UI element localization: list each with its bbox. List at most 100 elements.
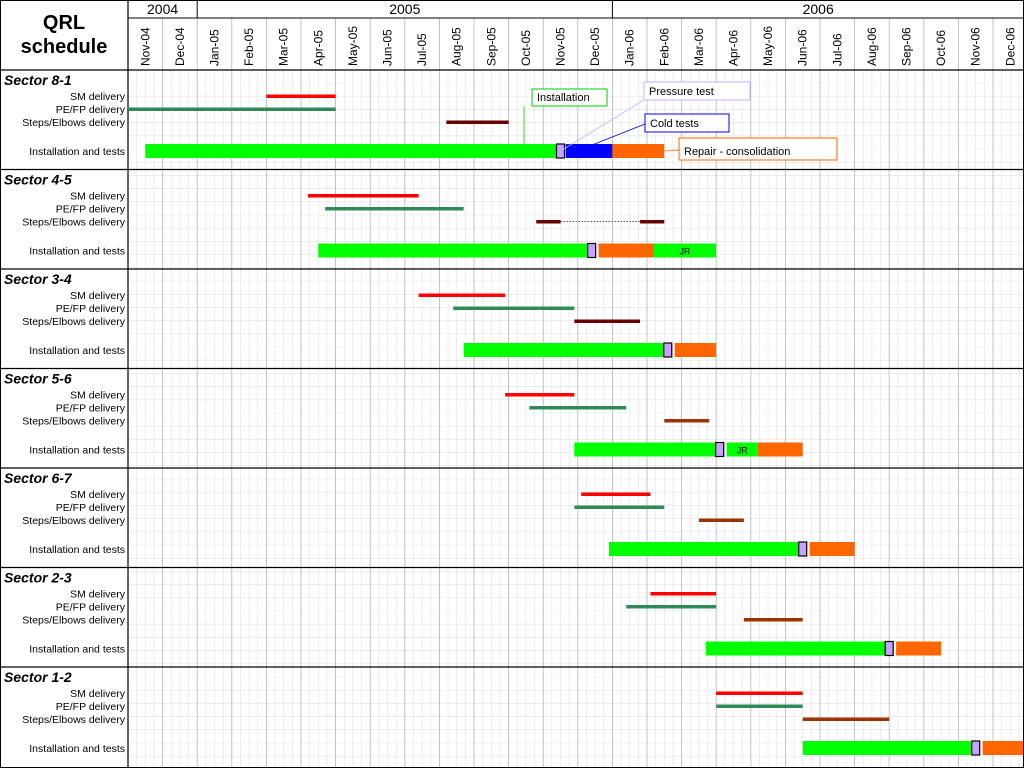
month-tick-label: Mar-06	[692, 28, 706, 66]
month-tick-label: Jun-05	[381, 29, 395, 66]
sector-name: Sector 6-7	[4, 470, 73, 486]
steps-elbows-delivery-bar	[640, 220, 665, 224]
month-tick-label: Jul-06	[830, 33, 844, 66]
repair-callout-box	[678, 137, 838, 161]
installation-bar	[802, 741, 973, 755]
month-tick-label: Apr-06	[727, 30, 741, 66]
installation-bar	[145, 144, 561, 158]
repair-callout-label: Repair - consolidation	[684, 146, 790, 158]
row-label: Installation and tests	[29, 743, 125, 755]
year-label: 2006	[803, 1, 834, 17]
month-tick-label: Feb-05	[242, 28, 256, 66]
repair-consolidation-bar	[612, 144, 665, 158]
pefp-delivery-bar	[716, 704, 803, 708]
repair-consolidation-bar	[896, 641, 942, 656]
sector-name: Sector 1-2	[4, 669, 72, 685]
row-label: Steps/Elbows delivery	[22, 714, 125, 726]
installation-bar	[463, 343, 665, 357]
row-label: PE/FP delivery	[56, 502, 126, 514]
jr-label: JR	[680, 247, 692, 257]
row-label: SM delivery	[70, 589, 126, 601]
installation-continuation-bar	[726, 442, 758, 457]
row-label: Installation and tests	[29, 644, 125, 656]
row-label: Steps/Elbows delivery	[22, 316, 125, 328]
month-tick-label: Nov-04	[138, 27, 152, 66]
sector-name: Sector 5-6	[4, 371, 72, 387]
steps-elbows-delivery-bar	[664, 419, 710, 423]
month-tick-label: May-06	[761, 26, 775, 66]
steps-elbows-delivery-bar	[536, 220, 561, 224]
repair-consolidation-bar	[674, 343, 717, 357]
row-label: PE/FP delivery	[56, 403, 126, 415]
row-label: SM delivery	[70, 91, 126, 103]
pefp-delivery-bar	[325, 207, 464, 211]
month-tick-label: Feb-06	[657, 28, 671, 66]
installation-bar	[608, 542, 800, 556]
row-label: PE/FP delivery	[56, 104, 126, 116]
row-label: Installation and tests	[29, 544, 125, 556]
pefp-delivery-bar	[626, 605, 717, 609]
repair-consolidation-bar	[982, 741, 1024, 755]
steps-elbows-delivery-bar	[574, 319, 641, 323]
month-tick-label: Jun-06	[796, 29, 810, 66]
month-tick-label: Oct-06	[934, 30, 948, 66]
pefp-delivery-bar	[128, 107, 336, 111]
steps-elbows-delivery-bar	[802, 717, 890, 721]
row-label: Steps/Elbows delivery	[22, 615, 125, 627]
pressure-test-marker	[715, 441, 725, 458]
month-tick-label: Aug-06	[865, 27, 879, 66]
pressure-test-marker	[884, 640, 894, 657]
sm-delivery-bar	[418, 293, 506, 297]
repair-callout-leader-line	[664, 149, 680, 152]
row-label: Steps/Elbows delivery	[22, 515, 125, 527]
row-label: Installation and tests	[29, 445, 125, 457]
row-label: SM delivery	[70, 489, 126, 501]
month-tick-label: Dec-05	[588, 27, 602, 66]
row-label: Installation and tests	[29, 146, 125, 158]
month-tick-label: Sep-05	[484, 27, 498, 66]
installation-bar	[574, 442, 717, 457]
row-label: SM delivery	[70, 191, 126, 203]
jr-label: JR	[737, 446, 749, 456]
month-tick-label: Apr-05	[311, 30, 325, 66]
pressure-test-callout-box	[643, 81, 751, 101]
pressure-test-marker	[663, 342, 673, 358]
sm-delivery-bar	[581, 492, 651, 496]
row-label: PE/FP delivery	[56, 204, 126, 216]
month-tick-label: Nov-06	[969, 27, 983, 66]
installation-continuation-bar	[653, 243, 717, 258]
sector-name: Sector 3-4	[4, 271, 72, 287]
pefp-delivery-bar	[453, 306, 575, 310]
row-label: PE/FP delivery	[56, 701, 126, 713]
pressure-test-marker	[971, 740, 981, 756]
year-label: 2005	[389, 1, 420, 17]
month-tick-label: Jul-05	[415, 33, 429, 66]
pefp-delivery-bar	[574, 505, 665, 509]
month-tick-label: Nov-05	[554, 27, 568, 66]
year-label: 2004	[147, 1, 178, 17]
row-label: PE/FP delivery	[56, 303, 126, 315]
sector-name: Sector 2-3	[4, 570, 72, 586]
month-tick-label: Jan-06	[623, 29, 637, 66]
chart-title: schedule	[21, 36, 108, 58]
repair-consolidation-bar	[757, 442, 803, 457]
row-label: PE/FP delivery	[56, 602, 126, 614]
cold-tests-bar	[565, 144, 613, 158]
sm-delivery-bar	[266, 94, 336, 98]
row-label: Steps/Elbows delivery	[22, 117, 125, 129]
cold-tests-callout-box	[644, 113, 730, 133]
sm-delivery-bar	[505, 393, 575, 397]
installation-bar	[318, 243, 589, 258]
pefp-delivery-bar	[529, 406, 627, 410]
installation-callout-label: Installation	[537, 92, 590, 104]
month-tick-label: Dec-06	[1003, 27, 1017, 66]
installation-callout-box	[531, 88, 608, 107]
steps-elbows-delivery-bar	[698, 518, 744, 522]
sector-name: Sector 4-5	[4, 172, 72, 188]
repair-consolidation-bar	[598, 243, 654, 258]
row-label: SM delivery	[70, 390, 126, 402]
sm-delivery-bar	[716, 691, 803, 695]
pressure-test-callout-leader-line	[560, 99, 645, 152]
